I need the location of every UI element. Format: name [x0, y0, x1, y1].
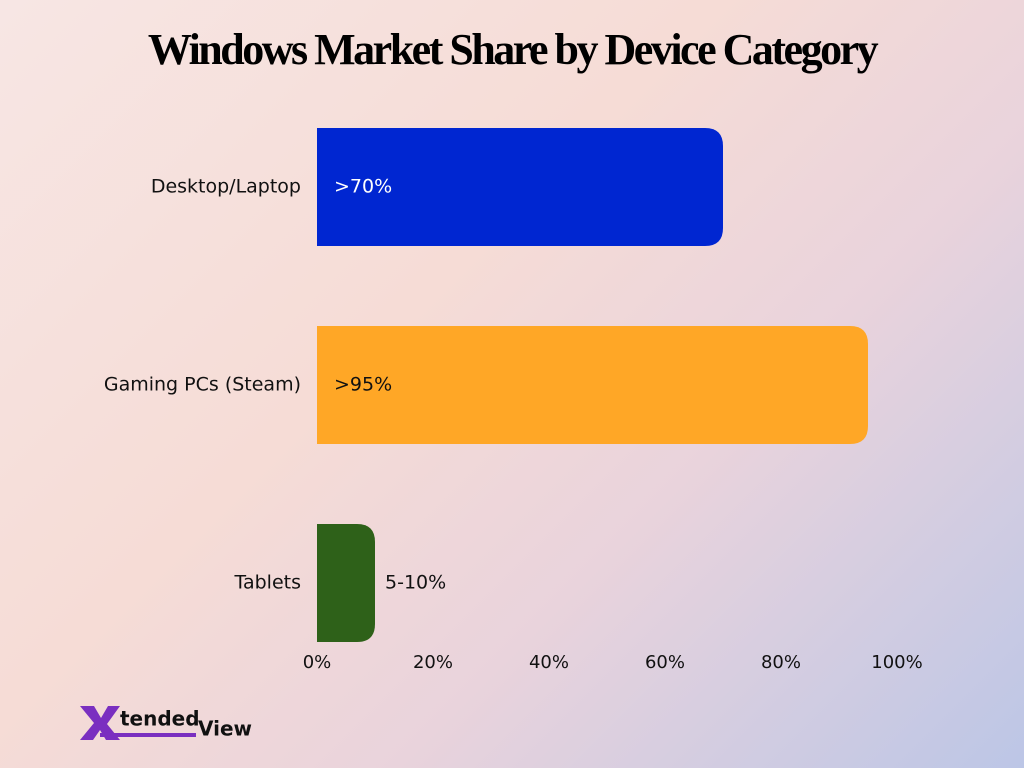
chart-title: Windows Market Share by Device Category	[148, 25, 879, 74]
bar	[317, 524, 375, 642]
y-tick-label: Gaming PCs (Steam)	[104, 374, 301, 396]
x-tick-label: 60%	[645, 652, 685, 673]
value-label: >70%	[334, 176, 392, 198]
y-tick-label: Desktop/Laptop	[151, 176, 301, 198]
y-tick-label: Tablets	[234, 572, 301, 594]
x-tick-label: 100%	[871, 652, 922, 673]
x-tick-label: 40%	[529, 652, 569, 673]
logo-mark	[80, 706, 120, 740]
value-label: 5-10%	[385, 572, 446, 594]
bar	[317, 326, 868, 444]
logo-text: tended	[120, 707, 200, 731]
x-tick-label: 80%	[761, 652, 801, 673]
brand-logo: X tended View	[80, 706, 252, 741]
value-label: >95%	[334, 374, 392, 396]
bar	[317, 128, 723, 246]
x-tick-label: 20%	[413, 652, 453, 673]
logo-text: View	[198, 717, 252, 741]
x-tick-label: 0%	[303, 652, 332, 673]
